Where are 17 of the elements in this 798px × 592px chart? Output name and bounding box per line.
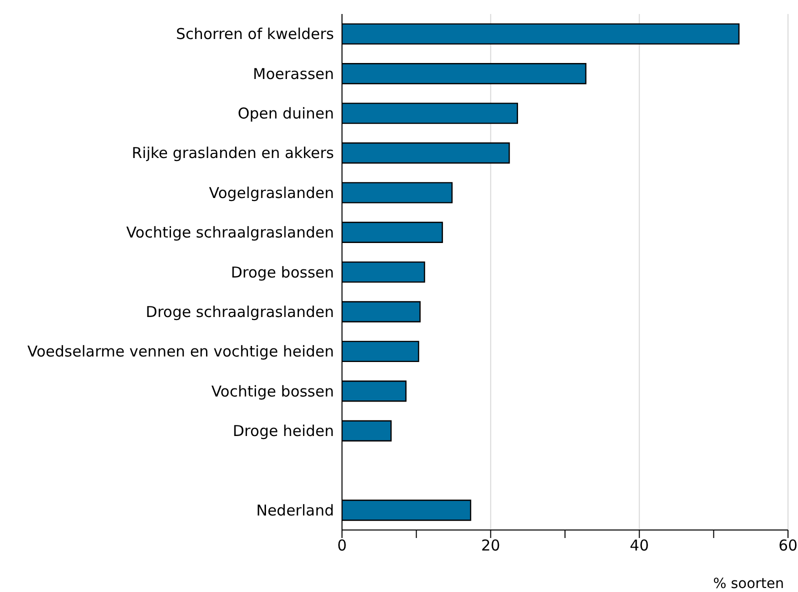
y-tick-label: Moerassen [252, 64, 334, 83]
y-tick-label: Droge schraalgraslanden [146, 303, 334, 322]
y-tick-label: Open duinen [238, 104, 334, 123]
y-tick-label: Vochtige bossen [211, 382, 334, 400]
y-tick-label: Rijke graslanden en akkers [132, 144, 334, 162]
y-tick-label: Voedselarme vennen en vochtige heiden [27, 342, 334, 361]
x-tick-label: 0 [337, 536, 347, 555]
y-tick-label: Droge bossen [230, 263, 334, 282]
y-tick-label: Nederland [256, 501, 334, 520]
x-tick-label: 20 [481, 536, 500, 555]
y-tick-label: Droge heiden [232, 422, 334, 440]
y-tick-label: Schorren of kwelders [176, 25, 334, 44]
y-tick-label: Vogelgraslanden [208, 184, 334, 202]
y-tick-label: Vochtige schraalgraslanden [126, 224, 334, 242]
x-tick-label: 60 [778, 536, 798, 555]
x-tick-label: 40 [630, 536, 649, 555]
x-axis-title: % soorten [713, 576, 784, 592]
